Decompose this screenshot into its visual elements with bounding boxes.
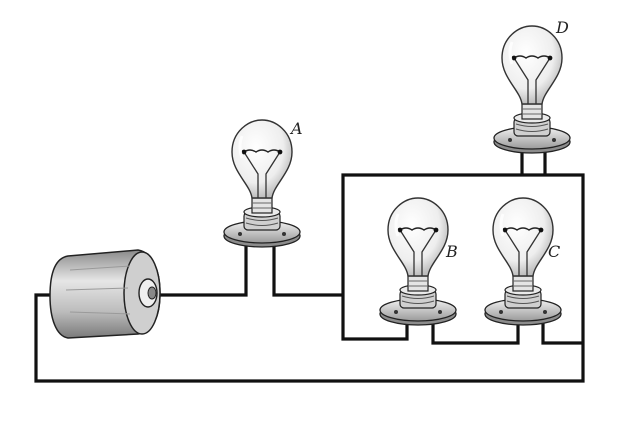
wire-battery-to-a	[160, 246, 248, 297]
bulb-label-c: C	[548, 242, 560, 261]
bulb-b	[378, 196, 458, 327]
wire-parallel-left	[341, 173, 585, 345]
bulb-label-a: A	[289, 119, 303, 138]
bulb-c	[483, 196, 563, 327]
battery	[49, 249, 161, 339]
wire-return-loop	[34, 293, 585, 383]
wire-c-to-rail	[541, 323, 583, 345]
wire-left-bottom	[341, 295, 409, 341]
wire-b-to-c	[431, 323, 520, 345]
bulb-label-d: D	[555, 18, 569, 37]
wires	[34, 152, 585, 383]
bulb-label-b: B	[445, 242, 458, 261]
bulb-a	[222, 118, 302, 249]
wire-a-to-junction	[272, 246, 343, 297]
bulb-d	[492, 24, 572, 155]
